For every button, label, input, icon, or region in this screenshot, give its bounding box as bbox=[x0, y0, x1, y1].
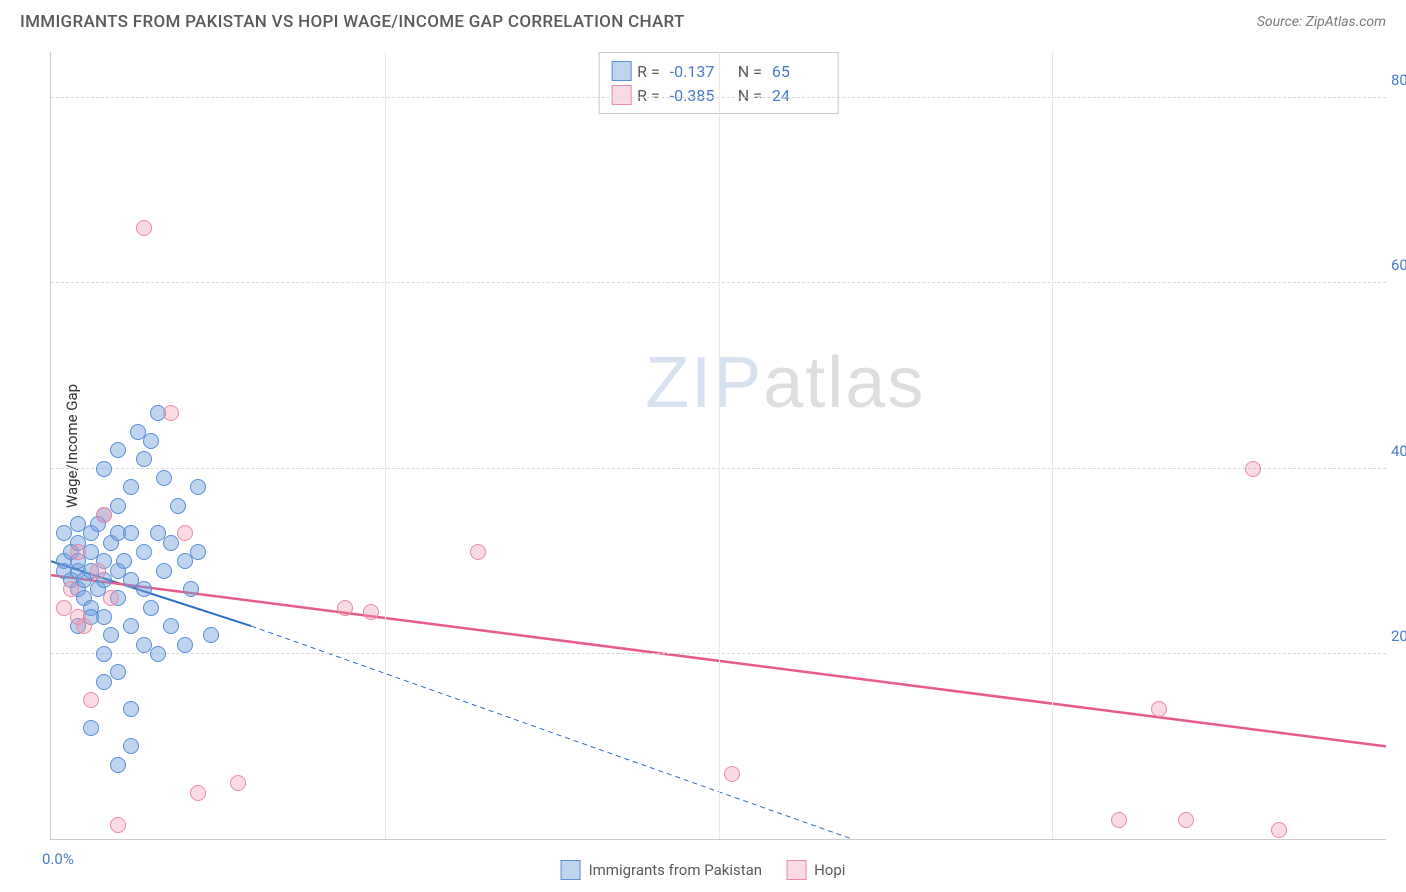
point-hopi bbox=[63, 581, 79, 597]
point-hopi bbox=[110, 817, 126, 833]
point-hopi bbox=[190, 785, 206, 801]
point-pakistan bbox=[110, 664, 126, 680]
point-pakistan bbox=[123, 701, 139, 717]
point-hopi bbox=[724, 766, 740, 782]
point-pakistan bbox=[177, 637, 193, 653]
point-pakistan bbox=[163, 618, 179, 634]
point-pakistan bbox=[123, 738, 139, 754]
n-label: N = bbox=[730, 62, 762, 81]
swatch-pink-icon bbox=[786, 860, 806, 880]
point-pakistan bbox=[123, 479, 139, 495]
x-tick-min: 0.0% bbox=[42, 850, 74, 868]
point-pakistan bbox=[96, 461, 112, 477]
point-hopi bbox=[76, 618, 92, 634]
point-hopi bbox=[337, 600, 353, 616]
point-hopi bbox=[96, 507, 112, 523]
point-pakistan bbox=[96, 646, 112, 662]
r-value-hopi: -0.385 bbox=[670, 86, 724, 105]
point-hopi bbox=[230, 775, 246, 791]
point-hopi bbox=[177, 525, 193, 541]
point-pakistan bbox=[203, 627, 219, 643]
point-pakistan bbox=[116, 553, 132, 569]
point-pakistan bbox=[110, 525, 126, 541]
y-tick-label: 80.0% bbox=[1391, 71, 1406, 89]
point-hopi bbox=[1271, 822, 1287, 838]
gridline-v bbox=[385, 52, 386, 839]
point-hopi bbox=[163, 405, 179, 421]
point-pakistan bbox=[110, 498, 126, 514]
point-pakistan bbox=[136, 451, 152, 467]
point-pakistan bbox=[183, 581, 199, 597]
point-hopi bbox=[83, 692, 99, 708]
legend-label-hopi: Hopi bbox=[814, 861, 845, 879]
legend-label-pakistan: Immigrants from Pakistan bbox=[589, 861, 763, 879]
y-tick-label: 20.0% bbox=[1391, 627, 1406, 645]
n-label: N = bbox=[730, 86, 762, 105]
r-label: R = bbox=[637, 86, 660, 105]
legend-item-pakistan: Immigrants from Pakistan bbox=[561, 860, 763, 880]
chart-title: IMMIGRANTS FROM PAKISTAN VS HOPI WAGE/IN… bbox=[20, 12, 685, 32]
point-hopi bbox=[70, 544, 86, 560]
point-hopi bbox=[363, 604, 379, 620]
point-pakistan bbox=[150, 646, 166, 662]
point-pakistan bbox=[136, 581, 152, 597]
legend: Immigrants from Pakistan Hopi bbox=[561, 860, 846, 880]
source-attribution: Source: ZipAtlas.com bbox=[1257, 14, 1386, 30]
y-tick-label: 40.0% bbox=[1391, 442, 1406, 460]
point-pakistan bbox=[156, 470, 172, 486]
swatch-pink-icon bbox=[611, 85, 631, 105]
point-hopi bbox=[136, 220, 152, 236]
point-pakistan bbox=[110, 757, 126, 773]
point-pakistan bbox=[136, 544, 152, 560]
point-pakistan bbox=[103, 627, 119, 643]
point-pakistan bbox=[143, 600, 159, 616]
watermark: ZIPatlas bbox=[645, 342, 925, 424]
legend-item-hopi: Hopi bbox=[786, 860, 845, 880]
point-pakistan bbox=[70, 516, 86, 532]
point-pakistan bbox=[156, 563, 172, 579]
n-value-pakistan: 65 bbox=[772, 62, 826, 81]
point-hopi bbox=[1178, 812, 1194, 828]
r-value-pakistan: -0.137 bbox=[670, 62, 724, 81]
n-value-hopi: 24 bbox=[772, 86, 826, 105]
swatch-blue-icon bbox=[611, 61, 631, 81]
y-tick-label: 60.0% bbox=[1391, 256, 1406, 274]
point-pakistan bbox=[96, 674, 112, 690]
chart-plot-area: ZIPatlas R = -0.137 N = 65 R = -0.385 N … bbox=[50, 52, 1386, 840]
gridline-v bbox=[1052, 52, 1053, 839]
point-pakistan bbox=[83, 720, 99, 736]
point-hopi bbox=[103, 590, 119, 606]
point-hopi bbox=[1151, 701, 1167, 717]
swatch-blue-icon bbox=[561, 860, 581, 880]
point-pakistan bbox=[110, 442, 126, 458]
point-hopi bbox=[1111, 812, 1127, 828]
point-pakistan bbox=[190, 479, 206, 495]
point-hopi bbox=[90, 563, 106, 579]
point-pakistan bbox=[190, 544, 206, 560]
point-pakistan bbox=[170, 498, 186, 514]
point-pakistan bbox=[123, 618, 139, 634]
point-hopi bbox=[470, 544, 486, 560]
point-pakistan bbox=[143, 433, 159, 449]
r-label: R = bbox=[637, 62, 660, 81]
point-hopi bbox=[1245, 461, 1261, 477]
point-pakistan bbox=[56, 525, 72, 541]
gridline-v bbox=[719, 52, 720, 839]
